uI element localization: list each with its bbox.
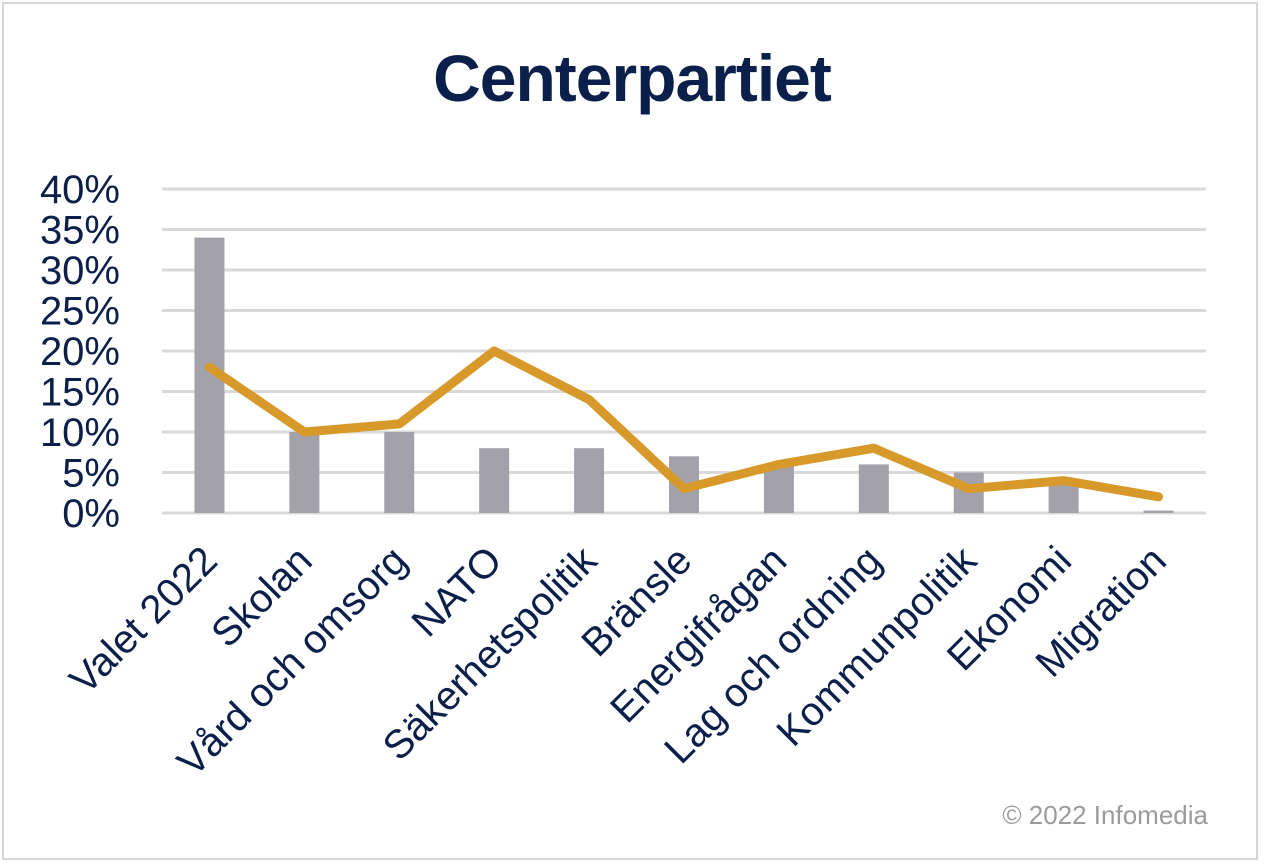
- x-tick-label: Valet 2022: [62, 538, 226, 702]
- y-tick-label: 15%: [40, 371, 120, 415]
- chart-title: Centerpartiet: [433, 41, 832, 115]
- bar: [479, 448, 510, 513]
- bar: [1143, 510, 1174, 513]
- copyright-text: © 2022 Infomedia: [1002, 800, 1208, 830]
- y-tick-label: 20%: [40, 330, 120, 374]
- bar: [384, 432, 415, 513]
- bar: [289, 432, 320, 513]
- y-tick-label: 0%: [62, 492, 120, 536]
- bar: [858, 464, 889, 513]
- bar: [763, 464, 794, 513]
- y-tick-label: 40%: [40, 168, 120, 212]
- line-series: [204, 346, 1164, 502]
- y-tick-label: 10%: [40, 411, 120, 455]
- y-tick-label: 35%: [40, 209, 120, 253]
- y-tick-label: 25%: [40, 290, 120, 334]
- bar: [574, 448, 605, 513]
- y-tick-label: 5%: [62, 452, 120, 496]
- y-tick-label: 30%: [40, 249, 120, 293]
